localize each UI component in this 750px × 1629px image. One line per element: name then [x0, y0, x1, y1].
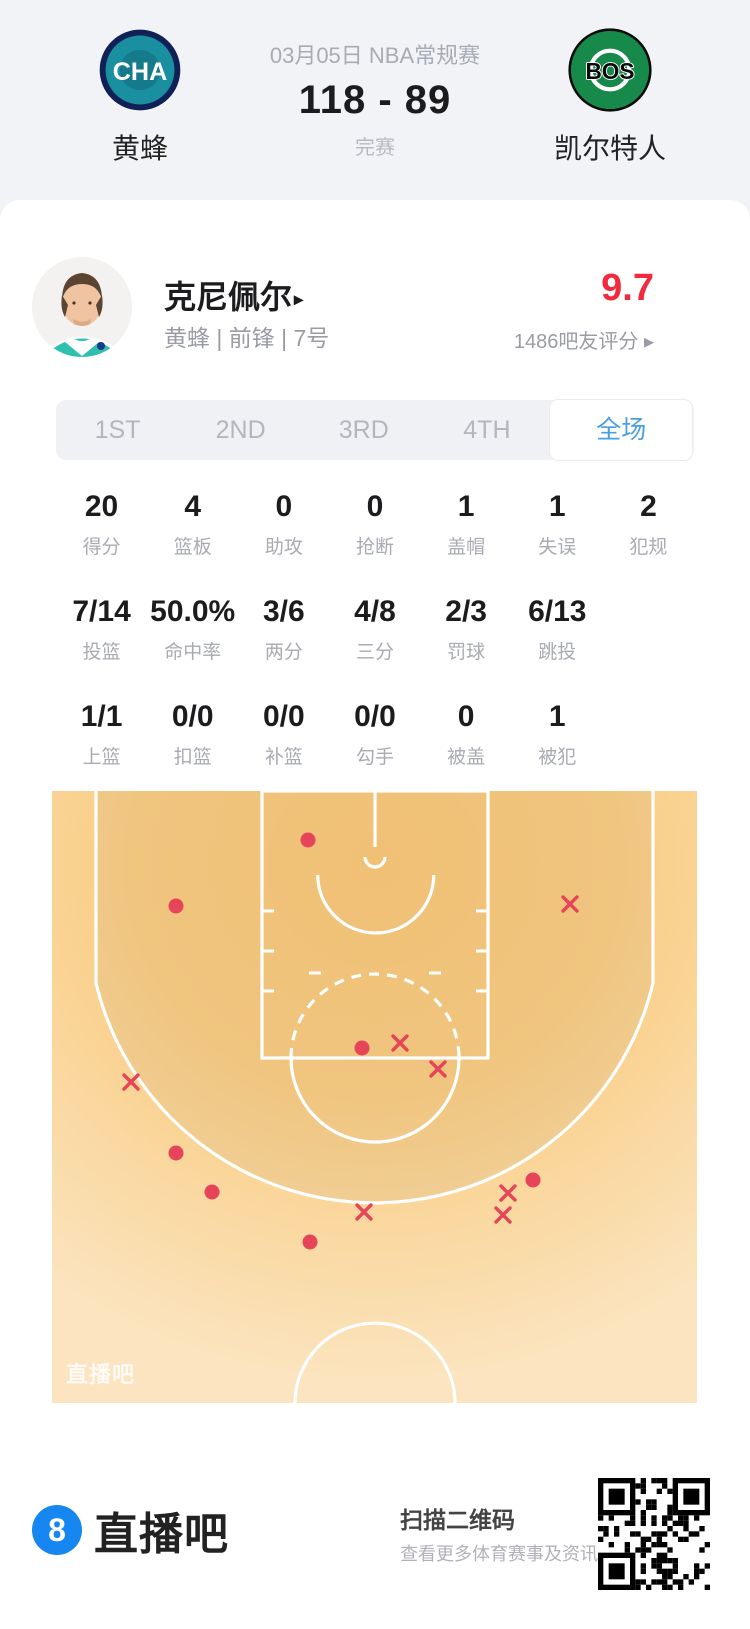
svg-text:CHA: CHA [113, 58, 168, 86]
svg-text:BOS: BOS [585, 58, 634, 84]
